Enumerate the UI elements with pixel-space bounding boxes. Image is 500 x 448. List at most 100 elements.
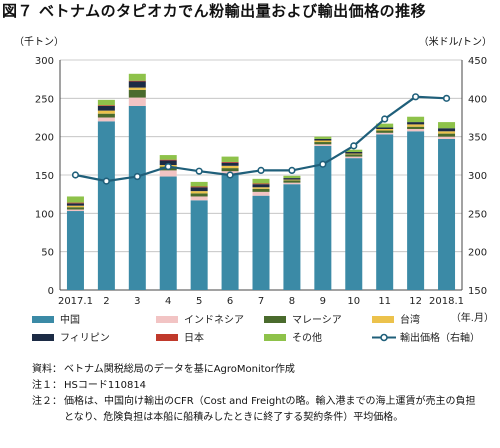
left-tick-label: 100 [35, 209, 54, 220]
bar-segment [314, 142, 332, 145]
chart-title: 図７ ベトナムのタピオカでん粉輸出量および輸出価格の推移 [2, 0, 426, 21]
bar-segment [345, 154, 363, 157]
legend-swatch [372, 316, 394, 323]
x-tick-label: 6 [227, 296, 233, 307]
bar-segment [66, 205, 84, 208]
legend-swatch [156, 316, 178, 323]
bar-segment [66, 211, 84, 290]
bar-segment [66, 202, 84, 204]
x-tick-label: 12 [409, 296, 422, 307]
bar-segment [283, 184, 301, 290]
bar-segment [376, 132, 394, 135]
bar-segment [128, 106, 146, 290]
bar-segment [407, 122, 425, 125]
price-point [288, 166, 296, 174]
legend-marker [380, 333, 388, 342]
bar-segment [283, 182, 301, 185]
bar-segment [252, 195, 270, 290]
left-tick-label: 250 [35, 94, 54, 105]
x-tick-label: 9 [320, 296, 326, 307]
bar-segment [283, 179, 301, 181]
bar-segment [345, 149, 363, 152]
x-tick-label: 8 [289, 296, 295, 307]
bar-segment [438, 136, 456, 139]
price-point [226, 171, 234, 179]
x-tick-label: 10 [347, 296, 360, 307]
bar-segment [252, 178, 270, 184]
bar-segment [407, 126, 425, 129]
bar-segment [283, 175, 301, 179]
left-tick-label: 200 [35, 133, 54, 144]
x-tick-label: 4 [165, 296, 171, 307]
legend-swatch [32, 316, 54, 323]
bar-segment [252, 183, 270, 185]
right-tick-label: 200 [468, 248, 487, 259]
bar-segment [438, 122, 456, 129]
bar-segment [159, 159, 177, 161]
bar-segment [97, 121, 115, 290]
right-axis-unit: （米ドル/トン） [418, 37, 492, 48]
price-point [350, 142, 358, 150]
legend-swatch [156, 334, 178, 341]
price-point [164, 162, 172, 171]
legend-label: 中国 [60, 313, 80, 326]
legend-label: その他 [292, 331, 322, 344]
notes: 資料： ベトナム関税総局のデータを基にAgroMonitor作成 注１： HSコード… [32, 362, 476, 426]
right-tick-label: 300 [468, 171, 487, 182]
legend-swatch [32, 334, 54, 341]
bar-segment [128, 89, 146, 98]
bar-segment [438, 138, 456, 290]
note-2: 注２： 価格は、中国向け輸出のCFR（Cost and Freightの略。輸入港… [32, 396, 476, 423]
bar-segment [221, 161, 239, 163]
price-point [71, 171, 80, 179]
right-tick-label: 400 [468, 94, 487, 105]
bar-segment [407, 116, 425, 123]
bar-segment [407, 131, 425, 290]
right-tick-label: 150 [468, 286, 487, 297]
price-point [257, 166, 265, 174]
bar-segment [190, 187, 208, 192]
bar-segment [128, 81, 146, 88]
bar-segment [314, 140, 332, 143]
bar-segment [221, 156, 239, 162]
bar-segment [252, 191, 270, 196]
bar-segment [345, 158, 363, 290]
bar-segment [97, 117, 115, 122]
bar-segment [252, 188, 270, 192]
bar-segment [221, 175, 239, 290]
bar-segment [159, 170, 177, 177]
title-text: ベトナムのタピオカでん粉輸出量および輸出価格の推移 [39, 2, 427, 20]
legend-label: 日本 [184, 331, 204, 344]
bar-segment [283, 178, 301, 180]
bar-segment [345, 153, 363, 155]
x-tick-label: 2018.1 [429, 296, 464, 307]
left-tick-label: 150 [35, 171, 54, 182]
bar-segment [314, 138, 332, 141]
bar-segment [283, 180, 301, 183]
bar-segment [407, 124, 425, 127]
bar-segment [376, 130, 394, 133]
bar-segment [97, 113, 115, 118]
price-point [442, 94, 451, 102]
bar-segment [190, 200, 208, 290]
left-tick-label: 300 [35, 56, 54, 67]
x-tick-label: 2 [103, 296, 109, 307]
legend-swatch [264, 334, 286, 341]
bar-segment [190, 193, 208, 197]
legend-label: マレーシア [292, 315, 342, 326]
note-source: 資料： ベトナム関税総局のデータを基にAgroMonitor作成 [32, 364, 295, 375]
bar-segment [66, 196, 84, 203]
price-point [412, 93, 420, 101]
x-tick-label: 7 [258, 296, 264, 307]
bar-segment [376, 134, 394, 290]
bar-segment [376, 123, 394, 128]
x-tick-label: 11 [378, 296, 391, 307]
bar-segment [221, 168, 239, 172]
bar-segment [159, 160, 177, 166]
bar-segment [128, 80, 146, 82]
price-point [319, 160, 327, 168]
bar-segment [128, 87, 146, 90]
price-point [102, 177, 110, 185]
price-point [133, 172, 141, 181]
